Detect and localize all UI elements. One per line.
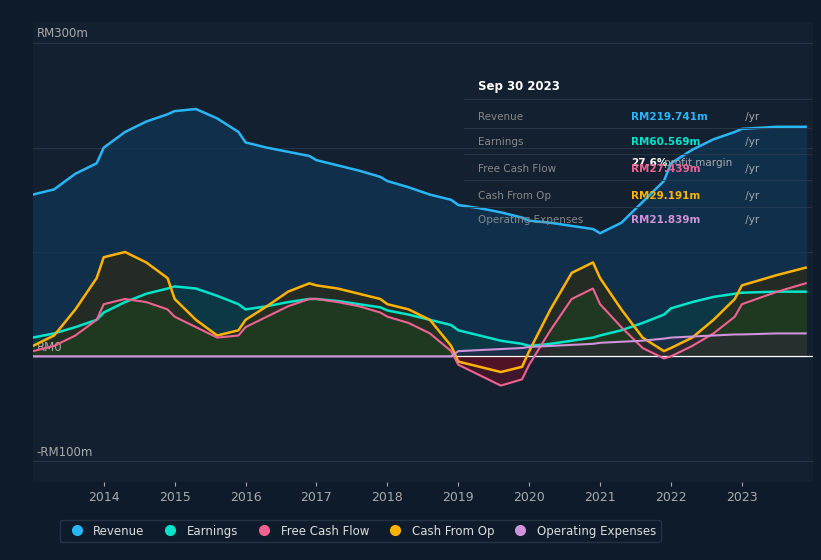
Text: /yr: /yr	[742, 164, 759, 174]
Text: RM21.839m: RM21.839m	[631, 215, 700, 225]
Text: Operating Expenses: Operating Expenses	[478, 215, 583, 225]
Text: Revenue: Revenue	[478, 112, 523, 122]
Text: RM0: RM0	[36, 341, 62, 354]
Text: 27.6%: 27.6%	[631, 157, 667, 167]
Legend: Revenue, Earnings, Free Cash Flow, Cash From Op, Operating Expenses: Revenue, Earnings, Free Cash Flow, Cash …	[60, 520, 661, 542]
Text: RM29.191m: RM29.191m	[631, 191, 700, 201]
Text: -RM100m: -RM100m	[36, 446, 93, 459]
Text: Free Cash Flow: Free Cash Flow	[478, 164, 556, 174]
Text: /yr: /yr	[742, 191, 759, 201]
Text: RM219.741m: RM219.741m	[631, 112, 708, 122]
Text: /yr: /yr	[742, 137, 759, 147]
Text: profit margin: profit margin	[664, 157, 732, 167]
Text: RM27.439m: RM27.439m	[631, 164, 700, 174]
Text: Earnings: Earnings	[478, 137, 523, 147]
Text: Cash From Op: Cash From Op	[478, 191, 551, 201]
Text: /yr: /yr	[742, 112, 759, 122]
Text: /yr: /yr	[742, 215, 759, 225]
Text: RM60.569m: RM60.569m	[631, 137, 700, 147]
Text: RM300m: RM300m	[36, 27, 89, 40]
Text: Sep 30 2023: Sep 30 2023	[478, 80, 560, 93]
